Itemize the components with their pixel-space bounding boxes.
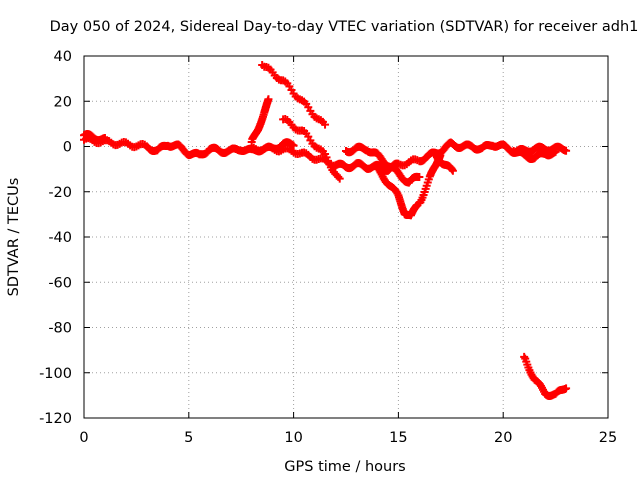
x-tick-label: 5 <box>184 430 193 446</box>
x-tick-label: 10 <box>284 430 302 446</box>
y-tick-label: -100 <box>39 366 72 382</box>
y-tick-label: -40 <box>48 230 72 246</box>
y-tick-label: 0 <box>63 140 72 156</box>
series-arc-12 <box>520 352 571 400</box>
series-arc-7 <box>342 142 424 187</box>
series-arc-8 <box>373 164 422 220</box>
data-point <box>551 147 560 156</box>
data-point <box>448 166 457 175</box>
data-point <box>562 146 571 155</box>
y-tick-label: -120 <box>39 411 72 427</box>
y-tick-label: -80 <box>48 321 72 337</box>
axis-ticks: 0 5 10 15 20 25 40 20 0 -20 -40 -60 -80 -100 -120 <box>39 49 617 446</box>
data-point <box>321 120 330 129</box>
x-tick-label: 0 <box>79 430 88 446</box>
series-arc-10 <box>432 151 457 175</box>
data-point <box>562 384 571 393</box>
x-axis-label: GPS time / hours <box>284 459 405 475</box>
x-tick-label: 20 <box>494 430 512 446</box>
series-arc-4 <box>258 61 330 129</box>
x-tick-label: 25 <box>599 430 617 446</box>
data-point <box>415 172 424 181</box>
chart-title: Day 050 of 2024, Sidereal Day-to-day VTE… <box>50 19 639 35</box>
data-point <box>100 133 109 142</box>
series-arc-6 <box>247 138 571 175</box>
data-point <box>264 95 273 104</box>
x-tick-label: 15 <box>389 430 407 446</box>
y-tick-label: -20 <box>48 185 72 201</box>
series-arc-11 <box>509 147 560 164</box>
y-tick-label: 20 <box>54 94 72 110</box>
series-arc-3 <box>247 95 273 146</box>
data-layer <box>80 61 571 400</box>
y-tick-label: 40 <box>54 49 72 65</box>
y-axis-label: SDTVAR / TECUs <box>6 178 22 297</box>
data-point <box>289 141 298 150</box>
series-arc-2 <box>80 130 109 145</box>
y-tick-label: -60 <box>48 275 72 291</box>
data-point <box>335 174 344 183</box>
